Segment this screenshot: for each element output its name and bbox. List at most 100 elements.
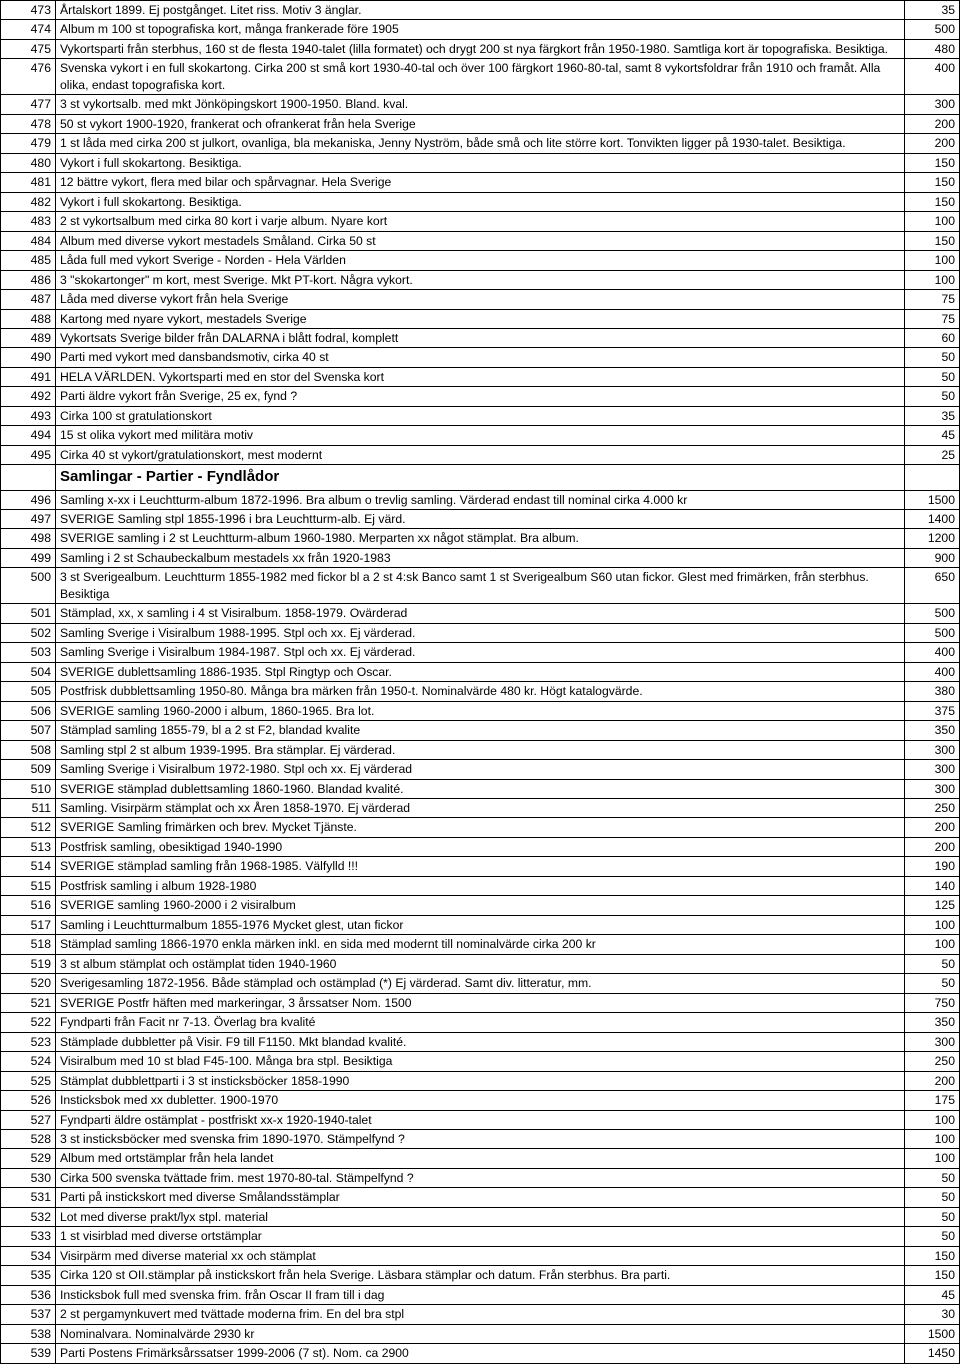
lot-number: 526 <box>1 1091 56 1110</box>
lot-description: Nominalvara. Nominalvärde 2930 kr <box>56 1324 905 1343</box>
lot-number: 533 <box>1 1227 56 1246</box>
lot-price: 50 <box>905 348 960 367</box>
lot-number: 538 <box>1 1324 56 1343</box>
lot-number: 500 <box>1 568 56 604</box>
lot-price: 50 <box>905 367 960 386</box>
lot-number: 494 <box>1 426 56 445</box>
lot-number <box>1 465 56 490</box>
table-row: 505Postfrisk dubblettsamling 1950-80. Må… <box>1 682 960 701</box>
table-row: 5193 st album stämplat och ostämplat tid… <box>1 954 960 973</box>
lot-description: HELA VÄRLDEN. Vykortsparti med en stor d… <box>56 367 905 386</box>
lot-price: 60 <box>905 328 960 347</box>
lot-price: 75 <box>905 309 960 328</box>
lot-description: Samling i Leuchtturmalbum 1855-1976 Myck… <box>56 915 905 934</box>
lot-number: 523 <box>1 1032 56 1051</box>
lot-price: 300 <box>905 1032 960 1051</box>
lot-number: 489 <box>1 328 56 347</box>
lot-number: 509 <box>1 760 56 779</box>
lot-price: 400 <box>905 643 960 662</box>
table-row: 516SVERIGE samling 1960-2000 i 2 visiral… <box>1 896 960 915</box>
lot-description: 2 st pergamynkuvert med tvättade moderna… <box>56 1305 905 1324</box>
lot-description: Sverigesamling 1872-1956. Både stämplad … <box>56 974 905 993</box>
lot-number: 492 <box>1 387 56 406</box>
table-row: 47850 st vykort 1900-1920, frankerat och… <box>1 114 960 133</box>
table-row: 493Cirka 100 st gratulationskort35 <box>1 406 960 425</box>
table-row: 489Vykortsats Sverige bilder från DALARN… <box>1 328 960 347</box>
lot-description: Låda med diverse vykort från hela Sverig… <box>56 290 905 309</box>
lot-number: 495 <box>1 445 56 464</box>
lot-description: 1 st låda med cirka 200 st julkort, ovan… <box>56 134 905 153</box>
table-row: 536Insticksbok full med svenska frim. fr… <box>1 1285 960 1304</box>
lot-number: 517 <box>1 915 56 934</box>
table-row: 484Album med diverse vykort mestadels Sm… <box>1 231 960 250</box>
lot-description: Cirka 40 st vykort/gratulationskort, mes… <box>56 445 905 464</box>
lot-price: 50 <box>905 954 960 973</box>
table-row: 503Samling Sverige i Visiralbum 1984-198… <box>1 643 960 662</box>
lot-number: 529 <box>1 1149 56 1168</box>
table-row: 531Parti på instickskort med diverse Små… <box>1 1188 960 1207</box>
lot-price: 380 <box>905 682 960 701</box>
table-row: 4791 st låda med cirka 200 st julkort, o… <box>1 134 960 153</box>
table-row: 4773 st vykortsalb. med mkt Jönköpingsko… <box>1 95 960 114</box>
table-row: 534Visirpärm med diverse material xx och… <box>1 1246 960 1265</box>
lot-price: 400 <box>905 59 960 95</box>
lot-price: 250 <box>905 1052 960 1071</box>
lot-price: 100 <box>905 270 960 289</box>
lot-description: Vykortsparti från sterbhus, 160 st de fl… <box>56 39 905 58</box>
lot-number: 475 <box>1 39 56 58</box>
lot-price: 200 <box>905 818 960 837</box>
lot-price: 125 <box>905 896 960 915</box>
lot-number: 535 <box>1 1266 56 1285</box>
lot-number: 514 <box>1 857 56 876</box>
lot-number: 511 <box>1 799 56 818</box>
lot-number: 531 <box>1 1188 56 1207</box>
lot-description: Cirka 500 svenska tvättade frim. mest 19… <box>56 1168 905 1187</box>
table-row: 526Insticksbok med xx dubletter. 1900-19… <box>1 1091 960 1110</box>
lot-price: 350 <box>905 721 960 740</box>
lot-description: Kartong med nyare vykort, mestadels Sver… <box>56 309 905 328</box>
lot-description: 12 bättre vykort, flera med bilar och sp… <box>56 173 905 192</box>
table-row: 488Kartong med nyare vykort, mestadels S… <box>1 309 960 328</box>
lot-description: Insticksbok full med svenska frim. från … <box>56 1285 905 1304</box>
lot-price: 500 <box>905 604 960 623</box>
lot-price: 300 <box>905 760 960 779</box>
lot-description: SVERIGE Postfr häften med markeringar, 3… <box>56 993 905 1012</box>
lot-description: Album med diverse vykort mestadels Småla… <box>56 231 905 250</box>
lot-description: SVERIGE dublettsamling 1886-1935. Stpl R… <box>56 662 905 681</box>
table-row: 524Visiralbum med 10 st blad F45-100. Må… <box>1 1052 960 1071</box>
lot-description: Parti Postens Frimärksårssatser 1999-200… <box>56 1344 905 1363</box>
lot-price: 35 <box>905 406 960 425</box>
table-row: 514SVERIGE stämplad samling från 1968-19… <box>1 857 960 876</box>
lot-description: Samling x-xx i Leuchtturm-album 1872-199… <box>56 490 905 509</box>
lot-number: 521 <box>1 993 56 1012</box>
table-row: 527Fyndparti äldre ostämplat - postfrisk… <box>1 1110 960 1129</box>
lot-price: 150 <box>905 1246 960 1265</box>
lot-number: 501 <box>1 604 56 623</box>
lot-number: 487 <box>1 290 56 309</box>
table-row: 535Cirka 120 st OII.stämplar på insticks… <box>1 1266 960 1285</box>
table-row: 48112 bättre vykort, flera med bilar och… <box>1 173 960 192</box>
lot-price: 500 <box>905 623 960 642</box>
lot-number: 485 <box>1 251 56 270</box>
lot-description: SVERIGE stämplad dublettsamling 1860-196… <box>56 779 905 798</box>
lot-number: 525 <box>1 1071 56 1090</box>
table-row: 522Fyndparti från Facit nr 7-13. Överlag… <box>1 1013 960 1032</box>
lot-price: 350 <box>905 1013 960 1032</box>
lot-number: 490 <box>1 348 56 367</box>
lot-number: 510 <box>1 779 56 798</box>
table-row: 474Album m 100 st topografiska kort, mån… <box>1 20 960 39</box>
lot-price: 25 <box>905 445 960 464</box>
lot-price: 150 <box>905 1266 960 1285</box>
table-row: 476Svenska vykort i en full skokartong. … <box>1 59 960 95</box>
lot-number: 479 <box>1 134 56 153</box>
lot-price: 750 <box>905 993 960 1012</box>
lot-number: 477 <box>1 95 56 114</box>
lot-price: 30 <box>905 1305 960 1324</box>
lot-description: Parti på instickskort med diverse Smålan… <box>56 1188 905 1207</box>
lot-number: 473 <box>1 1 56 20</box>
lot-number: 522 <box>1 1013 56 1032</box>
table-row: 507Stämplad samling 1855-79, bl a 2 st F… <box>1 721 960 740</box>
lot-description: 1 st visirblad med diverse ortstämplar <box>56 1227 905 1246</box>
table-row: 487Låda med diverse vykort från hela Sve… <box>1 290 960 309</box>
table-row: 475Vykortsparti från sterbhus, 160 st de… <box>1 39 960 58</box>
